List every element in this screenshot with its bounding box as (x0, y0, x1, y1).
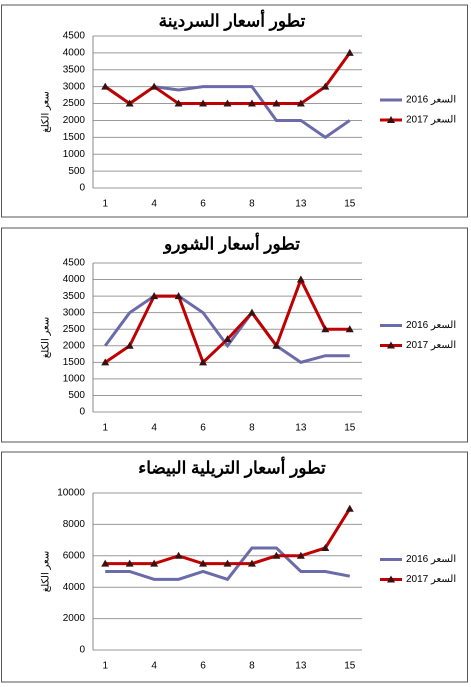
point-marker (223, 335, 232, 343)
legend-label: السعر 2017 (406, 574, 456, 585)
point-marker (321, 325, 330, 333)
point-marker (296, 99, 305, 107)
legend-marker (387, 575, 395, 583)
point-marker (345, 48, 354, 56)
y-axis-label: سعر الكلغ (41, 551, 52, 592)
y-tick-label: 0 (79, 183, 85, 194)
legend-label: السعر 2016 (406, 320, 456, 331)
x-tick-label: 6 (200, 661, 206, 672)
x-tick-label: 15 (344, 423, 356, 434)
point-marker (321, 543, 330, 551)
y-tick-label: 3000 (63, 81, 86, 92)
x-tick-label: 1 (102, 661, 108, 672)
x-tick-label: 13 (295, 423, 307, 434)
legend-label: السعر 2016 (406, 554, 456, 565)
point-marker (321, 82, 330, 90)
y-tick-label: 2000 (63, 115, 86, 126)
y-tick-label: 1000 (63, 149, 86, 160)
x-tick-label: 4 (151, 661, 157, 672)
y-tick-label: 1000 (63, 374, 86, 385)
point-marker (101, 559, 110, 567)
legend-marker (387, 116, 395, 123)
x-tick-label: 8 (249, 661, 255, 672)
chart-frame (1, 451, 468, 683)
y-tick-label: 3500 (63, 64, 86, 75)
y-tick-label: 8000 (63, 519, 86, 530)
x-tick-label: 15 (344, 661, 356, 672)
chart-frame (1, 4, 468, 218)
y-tick-label: 4000 (63, 582, 86, 593)
point-marker (223, 559, 232, 567)
x-tick-label: 4 (151, 423, 157, 434)
x-tick-label: 6 (200, 199, 206, 210)
point-marker (247, 308, 256, 316)
legend-label: السعر 2017 (406, 115, 456, 126)
x-tick-label: 13 (295, 199, 307, 210)
point-marker (150, 559, 159, 567)
y-tick-label: 2000 (63, 613, 86, 624)
y-axis-label: سعر الكلغ (41, 317, 52, 358)
y-tick-label: 4500 (63, 31, 86, 42)
x-tick-label: 13 (295, 661, 307, 672)
x-tick-label: 8 (249, 423, 255, 434)
point-marker (150, 292, 159, 300)
point-marker (199, 358, 208, 366)
point-marker (174, 99, 183, 107)
point-marker (345, 504, 354, 512)
point-marker (345, 325, 354, 333)
y-tick-label: 1500 (63, 357, 86, 368)
y-tick-label: 4000 (63, 48, 86, 59)
y-tick-label: 3500 (63, 291, 86, 302)
point-marker (125, 99, 134, 107)
point-marker (272, 341, 281, 349)
point-marker (150, 82, 159, 90)
point-marker (296, 551, 305, 559)
point-marker (101, 82, 110, 90)
y-tick-label: 6000 (63, 550, 86, 561)
y-tick-label: 0 (79, 407, 85, 418)
y-tick-label: 4500 (63, 258, 86, 269)
series-line (104, 294, 350, 364)
y-tick-label: 500 (68, 166, 85, 177)
y-tick-label: 2500 (63, 98, 86, 109)
y-axis-label: سعر الكلغ (41, 91, 52, 132)
x-tick-label: 1 (102, 199, 108, 210)
x-tick-label: 6 (200, 423, 206, 434)
y-tick-label: 500 (68, 390, 85, 401)
x-tick-label: 15 (344, 199, 356, 210)
series-line (105, 546, 351, 582)
y-tick-label: 0 (79, 645, 85, 656)
point-marker (199, 99, 208, 107)
point-marker (247, 559, 256, 567)
point-marker (199, 559, 208, 567)
title: تطور أسعار السردينة (159, 8, 306, 31)
point-marker (125, 341, 134, 349)
y-tick-label: 2500 (63, 324, 86, 335)
point-marker (296, 275, 305, 283)
point-marker (101, 358, 110, 366)
title: تطور أسعار الشورو (162, 231, 300, 254)
point-marker (174, 292, 183, 300)
x-tick-label: 8 (249, 199, 255, 210)
legend-marker (387, 341, 395, 349)
x-tick-label: 4 (151, 199, 157, 210)
x-tick-label: 1 (102, 423, 108, 434)
point-marker (223, 99, 232, 107)
legend-label: السعر 2016 (406, 95, 456, 106)
y-tick-label: 2000 (63, 340, 86, 351)
legend-label: السعر 2017 (406, 340, 456, 351)
title: تطور أسعار التريلية البيضاء (138, 455, 326, 478)
point-marker (125, 559, 134, 567)
y-tick-label: 1500 (63, 132, 86, 143)
y-tick-label: 10000 (57, 488, 85, 499)
point-marker (174, 551, 183, 559)
point-marker (272, 551, 281, 559)
y-tick-label: 3000 (63, 307, 86, 318)
y-tick-label: 4000 (63, 274, 86, 285)
point-marker (272, 99, 281, 107)
point-marker (247, 99, 256, 107)
